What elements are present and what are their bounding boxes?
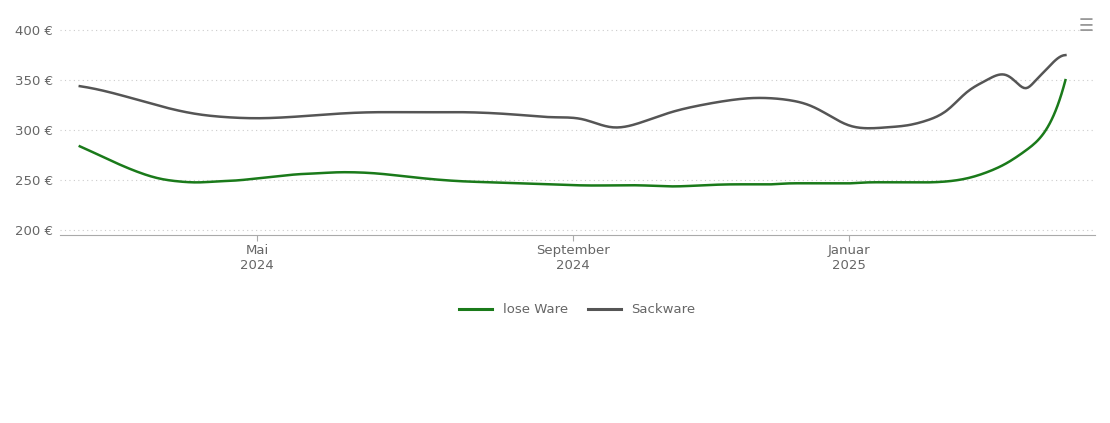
Text: ☰: ☰ [1079,17,1093,35]
Legend: lose Ware, Sackware: lose Ware, Sackware [454,298,700,321]
